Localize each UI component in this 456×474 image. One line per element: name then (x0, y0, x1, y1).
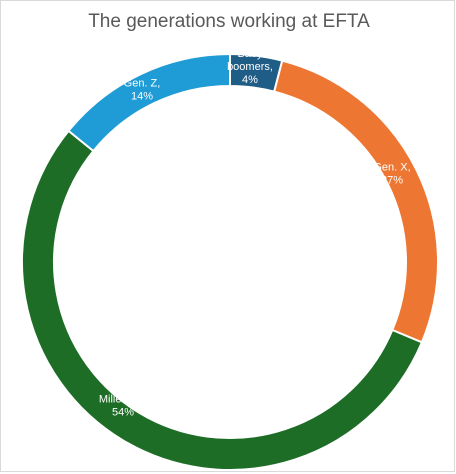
data-label-gen-x: Gen. X, 27% (373, 162, 410, 187)
data-label-gen-z: Gen. Z, 14% (124, 78, 161, 103)
slice-gen-x (272, 59, 439, 344)
slice-millenials (21, 129, 424, 471)
data-label-baby-boomers: Baby boomers, 4% (227, 48, 273, 86)
slice-gen-z (67, 52, 231, 153)
data-label-millenials: Millenials, 54% (99, 394, 147, 419)
chart-title: The generations working at EFTA (88, 11, 370, 32)
